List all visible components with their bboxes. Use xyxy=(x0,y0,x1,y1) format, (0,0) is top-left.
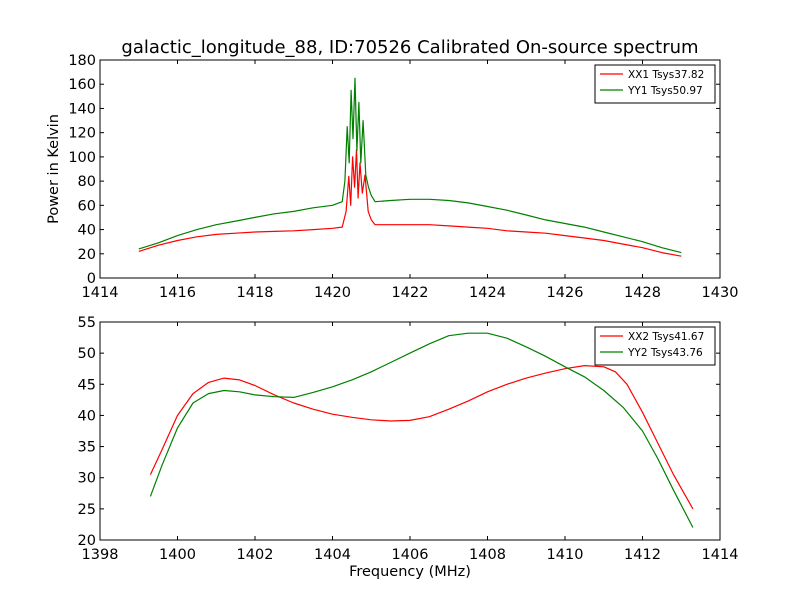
y-tick-label: 40 xyxy=(78,223,96,239)
y-tick-label: 50 xyxy=(78,346,96,362)
x-tick-label: 1402 xyxy=(237,547,274,563)
y-tick-label: 20 xyxy=(78,247,96,263)
y-tick-label: 35 xyxy=(78,440,96,456)
x-tick-label: 1410 xyxy=(547,547,584,563)
y-tick-label: 20 xyxy=(78,533,96,549)
y-tick-label: 55 xyxy=(78,315,96,331)
y-tick-label: 25 xyxy=(78,502,96,518)
y-tick-label: 100 xyxy=(68,150,96,166)
legend: XX2 Tsys41.67 YY2 Tsys43.76 xyxy=(594,326,716,366)
legend-entry-label: XX2 Tsys41.67 xyxy=(628,331,704,343)
bottom-subplot: 1398 1400 1402 1404 1406 1408 1410 1412 1414 20 25… xyxy=(78,315,739,580)
legend-entry-label: XX1 Tsys37.82 xyxy=(628,69,704,81)
x-tick-label: 1422 xyxy=(392,285,429,301)
series-line-yy2 xyxy=(149,332,694,528)
y-tick-label: 120 xyxy=(68,126,96,142)
x-tick-label: 1418 xyxy=(237,285,274,301)
legend-entry-label: YY2 Tsys43.76 xyxy=(627,347,703,359)
x-tick-label: 1428 xyxy=(624,285,661,301)
x-tick-label: 1424 xyxy=(469,285,506,301)
x-tick-label: 1400 xyxy=(159,547,196,563)
x-tick-label: 1398 xyxy=(82,547,119,563)
legend-entry-label: YY1 Tsys50.97 xyxy=(627,85,703,97)
legend-box xyxy=(594,64,716,104)
y-tick-label: 180 xyxy=(68,53,96,69)
x-tick-label: 1406 xyxy=(392,547,429,563)
y-axis-label: Power in Kelvin xyxy=(46,114,62,224)
y-tick-label: 140 xyxy=(68,101,96,117)
x-tick-label: 1426 xyxy=(547,285,584,301)
y-tick-label: 160 xyxy=(68,77,96,93)
x-tick-label: 1414 xyxy=(82,285,119,301)
x-tick-label: 1414 xyxy=(702,547,739,563)
y-tick-label: 60 xyxy=(78,198,96,214)
x-tick-label: 1416 xyxy=(159,285,196,301)
x-tick-label: 1408 xyxy=(469,547,506,563)
legend: XX1 Tsys37.82 YY1 Tsys50.97 xyxy=(594,64,716,104)
x-tick-label: 1420 xyxy=(314,285,351,301)
y-tick-label: 45 xyxy=(78,377,96,393)
chart-title: galactic_longitude_88, ID:70526 Calibrat… xyxy=(121,37,698,58)
y-tick-label: 30 xyxy=(78,471,96,487)
x-tick-label: 1430 xyxy=(702,285,739,301)
y-tick-label: 0 xyxy=(87,271,96,287)
series-line-yy1 xyxy=(138,77,682,254)
x-axis-label: Frequency (MHz) xyxy=(349,564,471,580)
series-line-xx1 xyxy=(138,149,682,257)
series-line-xx2 xyxy=(149,365,694,510)
x-tick-label: 1412 xyxy=(624,547,661,563)
y-tick-label: 40 xyxy=(78,408,96,424)
legend-box xyxy=(594,326,716,366)
top-subplot: 1414 1416 1418 1420 1422 1424 1426 1428 1430 0 20 4… xyxy=(46,53,738,301)
x-tick-label: 1404 xyxy=(314,547,351,563)
y-tick-label: 80 xyxy=(78,174,96,190)
